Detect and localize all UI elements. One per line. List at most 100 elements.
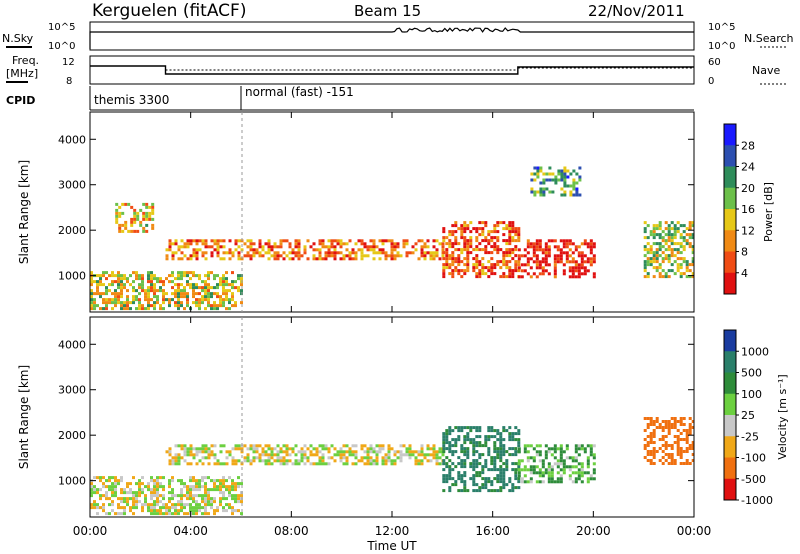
echo-cell (118, 223, 122, 227)
echo-cell (568, 465, 572, 469)
echo-cell (198, 301, 201, 305)
echo-cell (216, 245, 220, 249)
echo-cell (472, 248, 476, 252)
echo-cell (210, 251, 214, 255)
echo-cell (126, 485, 129, 489)
echo-cell (171, 271, 174, 275)
echo-cell (655, 269, 659, 273)
echo-cell (225, 497, 228, 501)
echo-cell (649, 233, 653, 237)
echo-cell (142, 211, 146, 215)
echo-cell (204, 491, 207, 495)
echo-cell (186, 239, 190, 243)
echo-cell (105, 304, 108, 308)
echo-cell (643, 260, 647, 264)
echo-cell (658, 245, 662, 249)
echo-cell (685, 275, 689, 279)
echo-cell (210, 245, 214, 249)
echo-cell (279, 245, 283, 249)
echo-cell (148, 211, 152, 215)
echo-cell (145, 229, 149, 233)
echo-cell (228, 488, 231, 492)
echo-cell (499, 438, 503, 442)
echo-cell (463, 438, 467, 442)
echo-cell (505, 248, 509, 252)
echo-cell (505, 459, 509, 463)
echo-cell (264, 251, 268, 255)
echo-cell (559, 260, 563, 264)
echo-cell (559, 477, 563, 481)
echo-cell (574, 248, 578, 252)
echo-cell (475, 459, 479, 463)
echo-cell (118, 211, 122, 215)
echo-cell (670, 263, 674, 267)
echo-cell (580, 254, 584, 258)
echo-cell (141, 503, 144, 507)
echo-cell (318, 248, 322, 252)
echo-cell (526, 272, 530, 276)
echo-cell (204, 292, 207, 296)
colorbar-swatch (724, 124, 736, 146)
echo-cell (487, 429, 491, 433)
echo-cell (174, 289, 177, 293)
echo-cell (369, 459, 373, 463)
echo-cell (490, 245, 494, 249)
echo-cell (550, 468, 554, 472)
echo-cell (499, 480, 503, 484)
echo-cell (472, 269, 476, 273)
echo-cell (201, 494, 204, 498)
echo-cell (529, 242, 533, 246)
echo-cell (270, 450, 274, 454)
colorbar-swatch (724, 436, 736, 458)
echo-cell (685, 260, 689, 264)
echo-cell (171, 479, 174, 483)
colorbar-tick-label: 24 (741, 161, 755, 174)
echo-cell (192, 289, 195, 293)
echo-cell (493, 227, 497, 231)
echo-cell (192, 301, 195, 305)
echo-cell (180, 447, 184, 451)
echo-cell (219, 444, 223, 448)
echo-cell (679, 257, 683, 261)
echo-cell (96, 506, 99, 510)
echo-cell (592, 245, 596, 249)
echo-cell (550, 471, 554, 475)
echo-cell (138, 500, 141, 504)
echo-cell (207, 500, 210, 504)
echo-cell (408, 450, 412, 454)
echo-cell (572, 193, 576, 197)
echo-cell (559, 450, 563, 454)
echo-cell (460, 444, 464, 448)
echo-cell (548, 190, 552, 194)
echo-cell (532, 471, 536, 475)
cpid-program-name: themis 3300 (94, 93, 169, 107)
echo-cell (496, 453, 500, 457)
echo-cell (111, 503, 114, 507)
echo-cell (586, 444, 590, 448)
echo-cell (333, 459, 337, 463)
echo-cell (159, 485, 162, 489)
echo-cell (177, 295, 180, 299)
echo-cell (354, 251, 358, 255)
echo-cell (303, 444, 307, 448)
echo-cell (147, 509, 150, 513)
echo-cell (99, 479, 102, 483)
echo-cell (643, 447, 647, 450)
echo-cell (231, 456, 235, 460)
freq-unit-label: [MHz] (6, 67, 38, 80)
echo-cell (267, 242, 271, 246)
echo-cell (177, 459, 181, 463)
echo-cell (171, 251, 175, 255)
echo-cell (536, 166, 540, 170)
echo-cell (255, 456, 259, 460)
nsky-label: N.Sky (2, 32, 34, 45)
echo-cell (442, 450, 446, 454)
echo-cell (285, 444, 289, 448)
echo-cell (496, 447, 500, 451)
echo-cell (174, 277, 177, 281)
echo-cell (276, 450, 280, 454)
echo-cell (222, 301, 225, 305)
echo-cell (183, 286, 186, 290)
echo-cell (312, 453, 316, 457)
echo-cell (288, 459, 292, 463)
